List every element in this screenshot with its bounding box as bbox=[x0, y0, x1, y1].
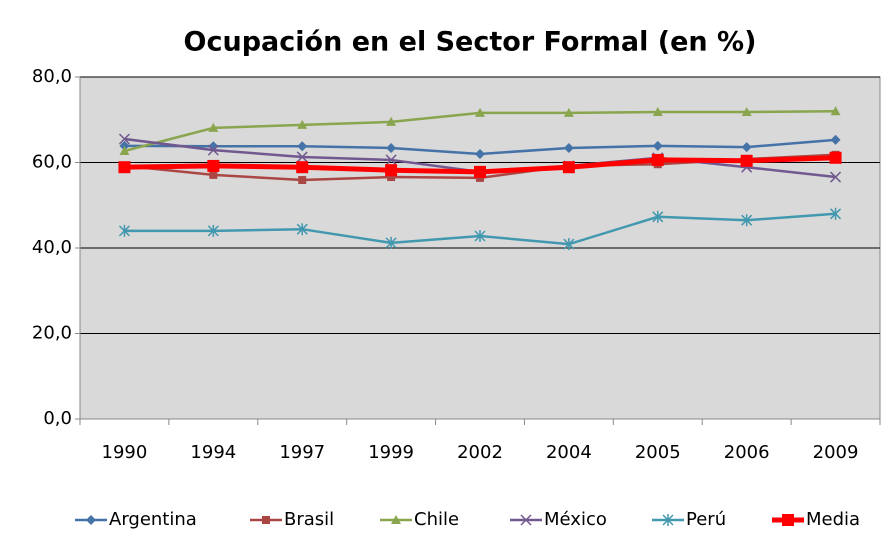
x-tick-label: 1997 bbox=[279, 442, 325, 463]
marker bbox=[652, 107, 663, 117]
marker bbox=[296, 151, 308, 163]
marker bbox=[830, 171, 842, 183]
marker bbox=[119, 145, 130, 155]
marker bbox=[830, 134, 841, 145]
y-tick-label: 20,0 bbox=[32, 323, 72, 344]
legend-marker bbox=[262, 516, 270, 524]
marker bbox=[298, 176, 307, 185]
marker bbox=[475, 107, 485, 117]
legend-label: Chile bbox=[414, 509, 459, 530]
marker bbox=[297, 141, 308, 152]
legend-label: Argentina bbox=[109, 509, 197, 530]
marker bbox=[474, 230, 486, 243]
marker bbox=[652, 140, 663, 151]
legend-marker bbox=[86, 515, 96, 525]
x-tick-label: 2004 bbox=[546, 442, 592, 463]
marker bbox=[562, 161, 575, 174]
marker bbox=[651, 153, 664, 166]
legend-marker bbox=[782, 514, 794, 526]
marker bbox=[296, 161, 309, 174]
x-tick-label: 2002 bbox=[457, 442, 503, 463]
y-tick-label: 40,0 bbox=[32, 237, 72, 258]
marker bbox=[741, 142, 752, 153]
x-tick-label: 2006 bbox=[724, 442, 770, 463]
marker bbox=[208, 122, 219, 132]
legend-marker bbox=[662, 514, 674, 526]
marker bbox=[741, 107, 752, 117]
x-tick-label: 1999 bbox=[368, 442, 414, 463]
marker bbox=[118, 161, 131, 174]
marker bbox=[563, 142, 574, 153]
y-tick-label: 60,0 bbox=[32, 152, 72, 173]
x-tick-label: 2005 bbox=[635, 442, 681, 463]
marker bbox=[386, 142, 397, 153]
y-tick-label: 0,0 bbox=[43, 408, 72, 429]
legend-label: Brasil bbox=[284, 509, 334, 530]
marker bbox=[563, 238, 575, 251]
legend-marker bbox=[391, 515, 401, 524]
marker bbox=[385, 164, 398, 177]
marker bbox=[207, 144, 219, 156]
y-tick-label: 80,0 bbox=[32, 66, 72, 87]
marker bbox=[563, 107, 574, 117]
marker bbox=[296, 223, 308, 236]
marker bbox=[209, 170, 218, 179]
marker bbox=[474, 165, 486, 178]
x-tick-label: 1990 bbox=[102, 442, 148, 463]
marker bbox=[652, 210, 664, 223]
marker bbox=[830, 106, 841, 116]
marker bbox=[385, 236, 397, 249]
marker bbox=[118, 133, 130, 145]
x-tick-label: 2009 bbox=[813, 442, 859, 463]
marker bbox=[387, 173, 396, 182]
marker bbox=[830, 207, 842, 220]
legend-label: Perú bbox=[686, 509, 726, 530]
marker bbox=[741, 214, 753, 227]
marker bbox=[475, 148, 485, 159]
marker bbox=[207, 224, 219, 237]
marker bbox=[207, 159, 220, 172]
x-tick-label: 1994 bbox=[190, 442, 236, 463]
marker bbox=[385, 154, 397, 166]
legend-marker bbox=[520, 514, 532, 526]
marker bbox=[829, 151, 842, 164]
legend-label: Media bbox=[806, 509, 860, 530]
marker bbox=[740, 154, 753, 167]
marker bbox=[297, 119, 308, 129]
chart-title: Ocupación en el Sector Formal (en %) bbox=[184, 27, 757, 58]
marker bbox=[118, 224, 130, 237]
marker bbox=[119, 140, 130, 151]
legend-label: México bbox=[544, 509, 607, 530]
marker bbox=[386, 116, 397, 126]
